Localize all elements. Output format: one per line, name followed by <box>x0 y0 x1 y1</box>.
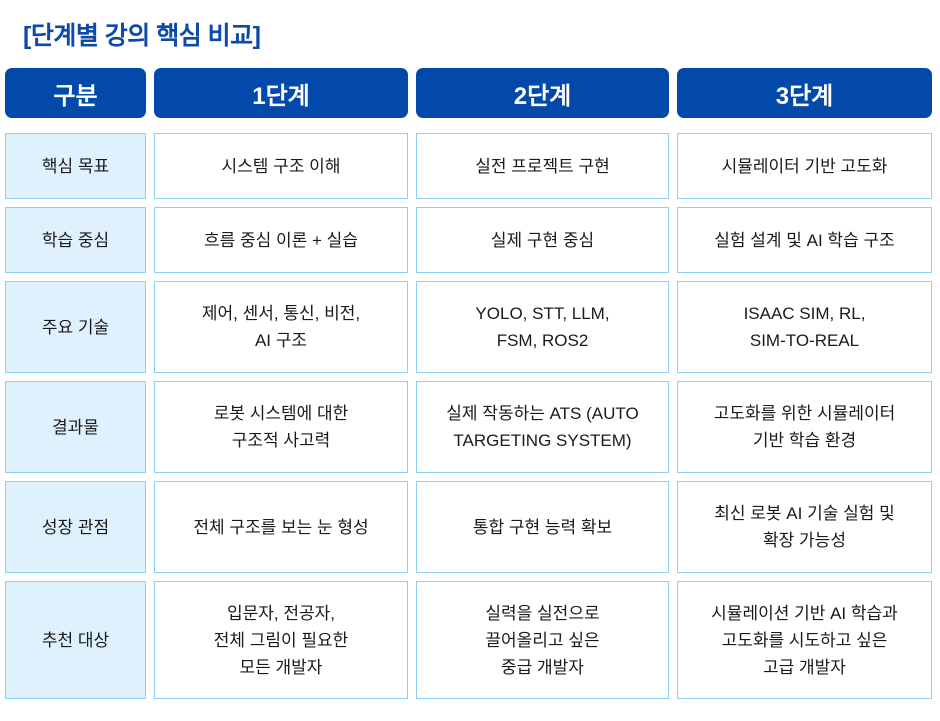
row-label: 핵심 목표 <box>5 133 146 199</box>
table-cell-stage-2: 실제 작동하는 ATS (AUTO TARGETING SYSTEM) <box>416 381 669 473</box>
header-stage-2: 2단계 <box>416 68 669 118</box>
table-cell-stage-1: 흐름 중심 이론 + 실습 <box>154 207 408 273</box>
table-cell-stage-2: 통합 구현 능력 확보 <box>416 481 669 573</box>
table-cell-stage-2: 실전 프로젝트 구현 <box>416 133 669 199</box>
header-category: 구분 <box>5 68 146 118</box>
row-label: 주요 기술 <box>5 281 146 373</box>
table-cell-stage-2: YOLO, STT, LLM, FSM, ROS2 <box>416 281 669 373</box>
table-cell-stage-2: 실력을 실전으로 끌어올리고 싶은 중급 개발자 <box>416 581 669 699</box>
table-cell-stage-1: 제어, 센서, 통신, 비전, AI 구조 <box>154 281 408 373</box>
row-label: 결과물 <box>5 381 146 473</box>
table-cell-stage-3: 시뮬레이터 기반 고도화 <box>677 133 932 199</box>
row-label: 성장 관점 <box>5 481 146 573</box>
table-cell-stage-3: 고도화를 위한 시뮬레이터 기반 학습 환경 <box>677 381 932 473</box>
table-cell-stage-1: 시스템 구조 이해 <box>154 133 408 199</box>
page-title: [단계별 강의 핵심 비교] <box>23 22 261 50</box>
comparison-table: 구분 1단계 2단계 3단계 핵심 목표 시스템 구조 이해 실전 프로젝트 구현 시… <box>5 68 932 699</box>
table-cell-stage-3: 시뮬레이션 기반 AI 학습과 고도화를 시도하고 싶은 고급 개발자 <box>677 581 932 699</box>
table-cell-stage-1: 로봇 시스템에 대한 구조적 사고력 <box>154 381 408 473</box>
header-stage-3: 3단계 <box>677 68 932 118</box>
header-stage-1: 1단계 <box>154 68 408 118</box>
table-cell-stage-3: ISAAC SIM, RL, SIM-TO-REAL <box>677 281 932 373</box>
table-cell-stage-1: 입문자, 전공자, 전체 그림이 필요한 모든 개발자 <box>154 581 408 699</box>
table-cell-stage-3: 실험 설계 및 AI 학습 구조 <box>677 207 932 273</box>
table-cell-stage-1: 전체 구조를 보는 눈 형성 <box>154 481 408 573</box>
table-cell-stage-3: 최신 로봇 AI 기술 실험 및 확장 가능성 <box>677 481 932 573</box>
row-label: 학습 중심 <box>5 207 146 273</box>
row-label: 추천 대상 <box>5 581 146 699</box>
table-cell-stage-2: 실제 구현 중심 <box>416 207 669 273</box>
